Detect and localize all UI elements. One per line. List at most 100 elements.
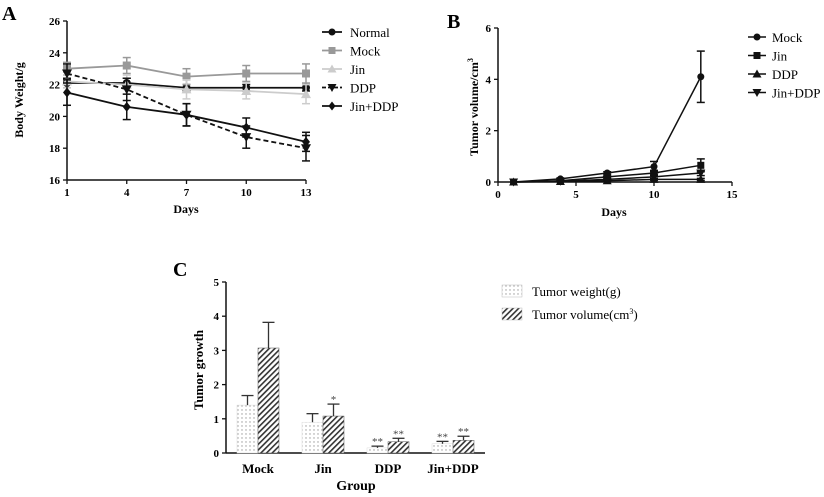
c-bar (322, 415, 345, 454)
a-y-tick-label: 16 (49, 175, 61, 187)
c-bar (431, 443, 454, 454)
b-x-tick-label: 15 (727, 189, 739, 201)
b-point (696, 174, 706, 183)
b-y-tick-label: 6 (486, 23, 492, 35)
c-y-tick-label: 3 (214, 345, 220, 357)
a-y-tick-label: 20 (49, 111, 61, 123)
a-x-tick-label: 13 (301, 187, 313, 199)
a-legend-label: Normal (350, 25, 390, 40)
a-y-axis-title: Body Weight/g (12, 62, 26, 137)
a-point (122, 101, 131, 112)
b-legend-marker (753, 52, 761, 59)
b-legend-label: Jin+DDP (772, 86, 821, 101)
a-point (242, 122, 251, 133)
a-x-tick-label: 1 (64, 187, 70, 199)
a-point (242, 69, 251, 78)
a-point (62, 69, 72, 79)
panel-label-b: B (447, 11, 460, 33)
a-point (301, 89, 311, 99)
c-y-tick-label: 2 (214, 380, 220, 392)
b-point (509, 178, 519, 187)
a-x-tick-label: 4 (124, 187, 130, 199)
b-point (650, 163, 658, 171)
a-legend-marker (328, 47, 336, 54)
a-point (302, 69, 310, 78)
a-point (122, 61, 131, 70)
b-legend-label: Mock (772, 30, 803, 45)
a-x-tick-label: 7 (184, 187, 190, 199)
b-point (650, 169, 658, 177)
c-legend-text: Tumor volume(cm (532, 307, 629, 322)
b-series-mock (510, 50, 705, 186)
b-point (555, 177, 565, 186)
b-point (697, 161, 705, 169)
b-line (513, 76, 702, 183)
a-point (121, 85, 132, 95)
c-y-axis-title: Tumor growth (191, 329, 206, 410)
a-legend-label: Mock (350, 44, 381, 59)
c-bar (257, 347, 280, 454)
a-x-tick-label: 10 (241, 187, 253, 199)
a-point (182, 72, 191, 81)
a-line (66, 72, 307, 150)
a-point (302, 136, 310, 147)
b-y-tick-label: 4 (486, 74, 492, 86)
a-legend-marker (327, 84, 337, 92)
c-category-label: Jin+DDP (427, 461, 479, 476)
c-y-tick-label: 0 (214, 448, 220, 460)
c-legend-swatch (501, 284, 523, 298)
a-legend-label: DDP (350, 81, 376, 96)
c-y-tick-label: 4 (214, 311, 220, 323)
panel-label-c: C (173, 259, 187, 281)
b-legend-marker (752, 69, 762, 78)
c-legend-label: Tumor weight(g) (532, 284, 621, 299)
c-category-label: DDP (375, 461, 402, 476)
b-x-tick-label: 0 (495, 189, 501, 201)
c-bar (366, 447, 389, 454)
a-y-tick-label: 18 (49, 143, 61, 155)
b-y-tick-label: 2 (486, 126, 492, 138)
a-point (182, 109, 191, 120)
c-significance-label: ** (437, 431, 448, 443)
a-y-tick-label: 24 (49, 48, 61, 60)
c-significance-label: ** (372, 436, 383, 448)
c-x-axis-title: Group (336, 479, 376, 494)
a-legend-marker (328, 101, 336, 111)
b-y-axis-title-sup: 3 (466, 58, 475, 62)
a-y-tick-label: 26 (49, 16, 61, 28)
b-point (602, 175, 612, 184)
b-legend-label: Jin (772, 49, 788, 64)
a-point (181, 84, 192, 94)
c-significance-label: ** (393, 428, 404, 440)
c-significance-label: * (331, 394, 337, 406)
b-legend-marker (752, 89, 762, 97)
a-legend-label: Jin+DDP (350, 99, 399, 114)
c-y-tick-label: 1 (214, 414, 220, 426)
b-point (697, 73, 705, 81)
b-x-tick-label: 5 (573, 189, 579, 201)
c-category-label: Mock (242, 461, 275, 476)
a-y-tick-label: 22 (49, 80, 61, 92)
c-category-label: Jin (314, 461, 332, 476)
b-point (649, 173, 659, 182)
c-y-tick-label: 5 (214, 277, 220, 289)
c-bar (301, 421, 324, 454)
a-x-axis-title: Days (173, 202, 199, 216)
b-y-tick-label: 0 (486, 177, 492, 189)
b-point (696, 169, 706, 178)
b-x-axis-title: Days (601, 205, 627, 219)
a-series-jinddp (63, 79, 310, 153)
c-legend-sup: 3 (629, 307, 633, 316)
c-legend-swatch (501, 307, 523, 321)
a-legend-label: Jin (350, 62, 366, 77)
b-y-axis-title-text: Tumor volume/cm (467, 62, 481, 156)
c-legend-text: Tumor weight(g) (532, 284, 621, 299)
a-legend-marker (327, 64, 337, 73)
c-bar (236, 404, 259, 454)
c-significance-label: ** (458, 426, 469, 438)
b-x-tick-label: 10 (649, 189, 661, 201)
b-series-jinddp (509, 169, 706, 187)
b-y-axis-title: Tumor volume/cm3 (466, 58, 481, 156)
